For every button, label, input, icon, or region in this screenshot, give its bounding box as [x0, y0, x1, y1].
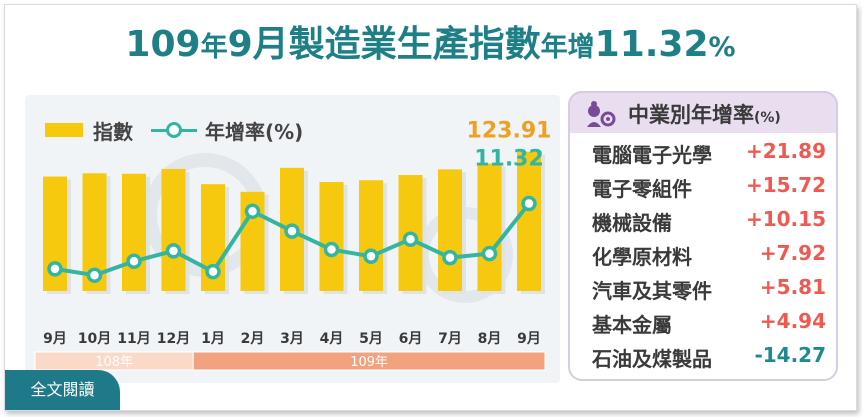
- industry-row: 化學原材料 +7.92: [570, 239, 836, 273]
- chart-legend: 指數 年增率(%): [45, 115, 303, 145]
- index-bar: [359, 180, 383, 291]
- growth-rate-point: [323, 241, 340, 258]
- industry-name: 化學原材料: [592, 245, 692, 269]
- industry-name: 機械設備: [592, 211, 672, 235]
- industry-name: 石油及煤製品: [592, 347, 712, 371]
- growth-rate-point: [521, 195, 537, 212]
- x-tick-label: 7月: [438, 331, 462, 347]
- year-group-bar: [192, 351, 546, 371]
- industry-list: 電腦電子光學 +21.89 電子零組件 +15.72 機械設備 +10.15 化學原材料 +7…: [570, 137, 836, 375]
- x-tick-label: 12月: [157, 331, 190, 347]
- industry-row: 機械設備 +10.15: [570, 205, 836, 239]
- index-bar: [161, 168, 186, 291]
- factory-worker-icon: [587, 101, 616, 127]
- x-tick-label: 4月: [320, 331, 344, 347]
- x-tick-label: 10月: [78, 331, 111, 347]
- index-bar: [122, 173, 146, 291]
- industry-name: 汽車及其零件: [592, 279, 712, 303]
- page-title: 109年9月製造業生產指數年增11.32%: [5, 15, 856, 75]
- industry-name: 電子零組件: [592, 177, 692, 201]
- title-part: 109: [125, 24, 201, 65]
- title-part: 年增: [540, 32, 595, 63]
- data-label: 11.32: [474, 147, 544, 172]
- industry-panel-title: 中業別年增率(%): [628, 103, 781, 127]
- data-label: 123.91: [467, 119, 552, 144]
- industry-growth-value: +4.94: [759, 309, 826, 333]
- growth-rate-point: [86, 267, 103, 283]
- industry-growth-value: +15.72: [745, 173, 826, 197]
- industry-growth-value: +5.81: [759, 275, 826, 299]
- combo-chart: 123.91 11.32 9月 10月 11月 12月 1月 2月 3月 4月 5月 6月 7月 8月 9月…: [34, 119, 552, 371]
- industry-growth-value: +21.89: [745, 139, 826, 163]
- growth-rate-point: [284, 223, 300, 239]
- year-group-label: 109年: [350, 355, 388, 370]
- industry-name: 電腦電子光學: [592, 143, 712, 167]
- x-tick-label: 1月: [201, 331, 225, 347]
- year-group-label: 108年: [95, 355, 133, 370]
- x-tick-label: 9月: [43, 331, 67, 347]
- x-tick-label: 8月: [478, 331, 502, 347]
- index-bar: [517, 151, 541, 291]
- growth-rate-point: [126, 253, 142, 269]
- title-part: %: [708, 32, 736, 63]
- infographic-card: 109年9月製造業生產指數年增11.32% 指數 年增率(%) 123.91 11…: [4, 4, 857, 411]
- x-tick-label: 9月: [517, 331, 541, 347]
- legend-line-swatch: [151, 121, 197, 139]
- industry-panel-header: 中業別年增率(%): [568, 91, 838, 133]
- legend-bar-label: 指數: [93, 119, 133, 144]
- legend-line-label: 年增率(%): [205, 119, 304, 144]
- industry-name: 基本金屬: [592, 313, 672, 337]
- growth-rate-point: [442, 249, 458, 266]
- index-bar: [319, 182, 344, 291]
- title-part: 月製造業生產指數: [252, 24, 541, 65]
- title-part: 11.32: [594, 24, 709, 65]
- x-tick-label: 5月: [359, 331, 383, 347]
- x-tick-label: 6月: [399, 331, 423, 347]
- industry-row: 電子零組件 +15.72: [570, 171, 836, 205]
- title-part: 年: [200, 32, 228, 63]
- x-tick-label: 2月: [241, 331, 265, 347]
- growth-rate-point: [363, 248, 379, 265]
- industry-growth-value: +10.15: [745, 207, 826, 231]
- industry-row: 汽車及其零件 +5.81: [570, 273, 836, 307]
- index-bar: [477, 163, 502, 291]
- industry-growth-value: -14.27: [754, 343, 826, 367]
- industry-row: 基本金屬 +4.94: [570, 307, 836, 341]
- industry-growth-panel: 中業別年增率(%) 電腦電子光學 +21.89 電子零組件 +15.72 機械設備 +10…: [568, 91, 838, 381]
- growth-rate-point: [205, 263, 221, 280]
- industry-row: 石油及煤製品 -14.27: [570, 341, 836, 375]
- industry-growth-value: +7.92: [759, 241, 826, 265]
- industry-row: 電腦電子光學 +21.89: [570, 137, 836, 171]
- x-tick-label: 3月: [280, 331, 304, 347]
- growth-rate-point: [47, 261, 63, 277]
- legend-bar-swatch: [45, 123, 83, 137]
- read-all-button[interactable]: 全文閱讀: [5, 370, 120, 410]
- title-text: 109年9月製造業生產指數年增11.32%: [125, 24, 735, 65]
- x-tick-label: 11月: [117, 331, 150, 347]
- growth-rate-point: [481, 245, 498, 262]
- growth-rate-point: [165, 243, 182, 259]
- growth-rate-point: [402, 231, 419, 247]
- title-part: 9: [227, 24, 253, 65]
- growth-rate-point: [244, 203, 261, 220]
- index-bar: [438, 169, 462, 291]
